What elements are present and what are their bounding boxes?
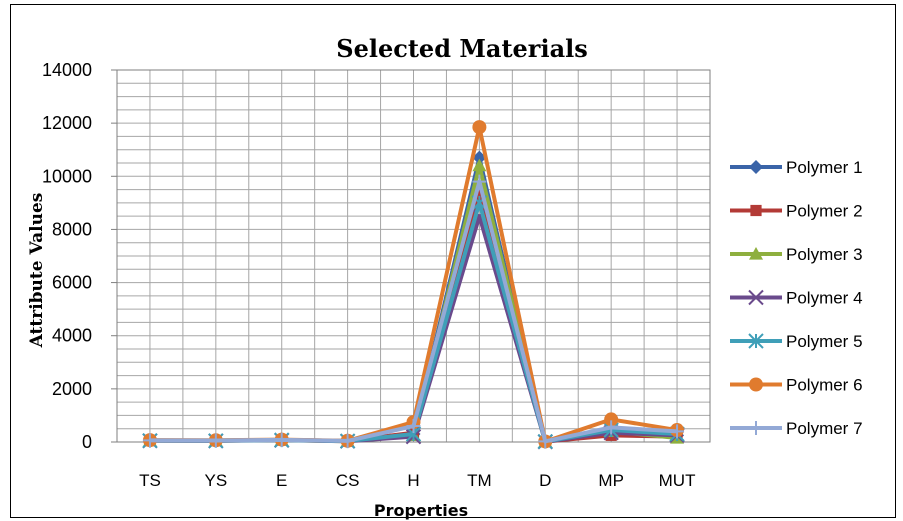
x-tick-label: TM <box>467 471 492 490</box>
data-point-marker <box>472 150 487 165</box>
data-point-marker <box>748 333 764 349</box>
legend-label: Polymer 7 <box>786 419 863 438</box>
plot-grid <box>116 69 711 443</box>
data-point-marker <box>472 158 487 172</box>
y-tick-label: 10000 <box>42 166 92 186</box>
legend-label: Polymer 6 <box>786 376 863 395</box>
x-axis-label: Properties <box>374 501 468 520</box>
data-point-marker <box>604 420 619 435</box>
x-tick-label: D <box>539 471 551 490</box>
x-tick-label: TS <box>139 471 161 490</box>
legend-label: Polymer 1 <box>786 158 863 177</box>
y-tick-label: 4000 <box>52 326 92 346</box>
data-point-marker <box>406 419 421 434</box>
data-point-marker <box>749 160 763 174</box>
data-point-marker <box>670 424 685 439</box>
data-point-marker <box>472 174 487 189</box>
legend-entry: Polymer 2 <box>730 202 863 221</box>
x-tick-label: YS <box>204 471 227 490</box>
chart-title: Selected Materials <box>336 34 588 63</box>
legend-label: Polymer 3 <box>786 245 863 264</box>
x-tick-label: E <box>276 471 287 490</box>
y-tick-label: 6000 <box>52 273 92 293</box>
x-tick-label: H <box>407 471 419 490</box>
legend-entry: Polymer 1 <box>730 158 863 177</box>
x-tick-label: MUT <box>659 471 696 490</box>
data-point-marker <box>472 120 487 135</box>
legend-entry: Polymer 5 <box>730 332 863 351</box>
data-point-marker <box>538 434 553 449</box>
data-point-marker <box>274 432 289 447</box>
x-tick-label: MP <box>598 471 624 490</box>
legend-label: Polymer 2 <box>786 202 863 221</box>
legend-entry: Polymer 4 <box>730 289 863 308</box>
y-axis-ticks: 0 2000 4000 6000 8000 10000 12000 14000 <box>42 60 117 452</box>
data-point-marker <box>604 412 619 427</box>
plot-area-border <box>116 69 711 443</box>
legend-entry: Polymer 3 <box>730 245 863 264</box>
x-tick-label: CS <box>336 471 360 490</box>
legend-entry: Polymer 7 <box>730 419 863 438</box>
data-point-marker <box>749 421 763 435</box>
y-tick-label: 2000 <box>52 379 92 399</box>
x-axis-ticks: TS YS E CS H TM D MP MUT <box>139 471 695 490</box>
data-point-marker <box>748 289 764 306</box>
series <box>142 174 685 449</box>
data-point-marker <box>340 433 355 448</box>
legend-label: Polymer 5 <box>786 332 863 351</box>
data-point-marker <box>749 377 763 392</box>
y-tick-label: 14000 <box>42 60 92 80</box>
data-point-marker <box>749 247 763 260</box>
y-tick-label: 12000 <box>42 113 92 133</box>
legend-label: Polymer 4 <box>786 289 863 308</box>
legend: Polymer 1 Polymer 2 Polymer 3 Polymer 4 Poly… <box>730 158 863 438</box>
y-axis-label: Attribute Values <box>27 193 47 349</box>
data-point-marker <box>208 433 223 448</box>
data-point-marker <box>142 433 157 448</box>
series-lines <box>142 120 685 450</box>
legend-entry: Polymer 6 <box>730 376 863 395</box>
data-point-marker <box>750 204 762 217</box>
y-tick-label: 8000 <box>52 219 92 239</box>
y-tick-label: 0 <box>82 432 92 452</box>
